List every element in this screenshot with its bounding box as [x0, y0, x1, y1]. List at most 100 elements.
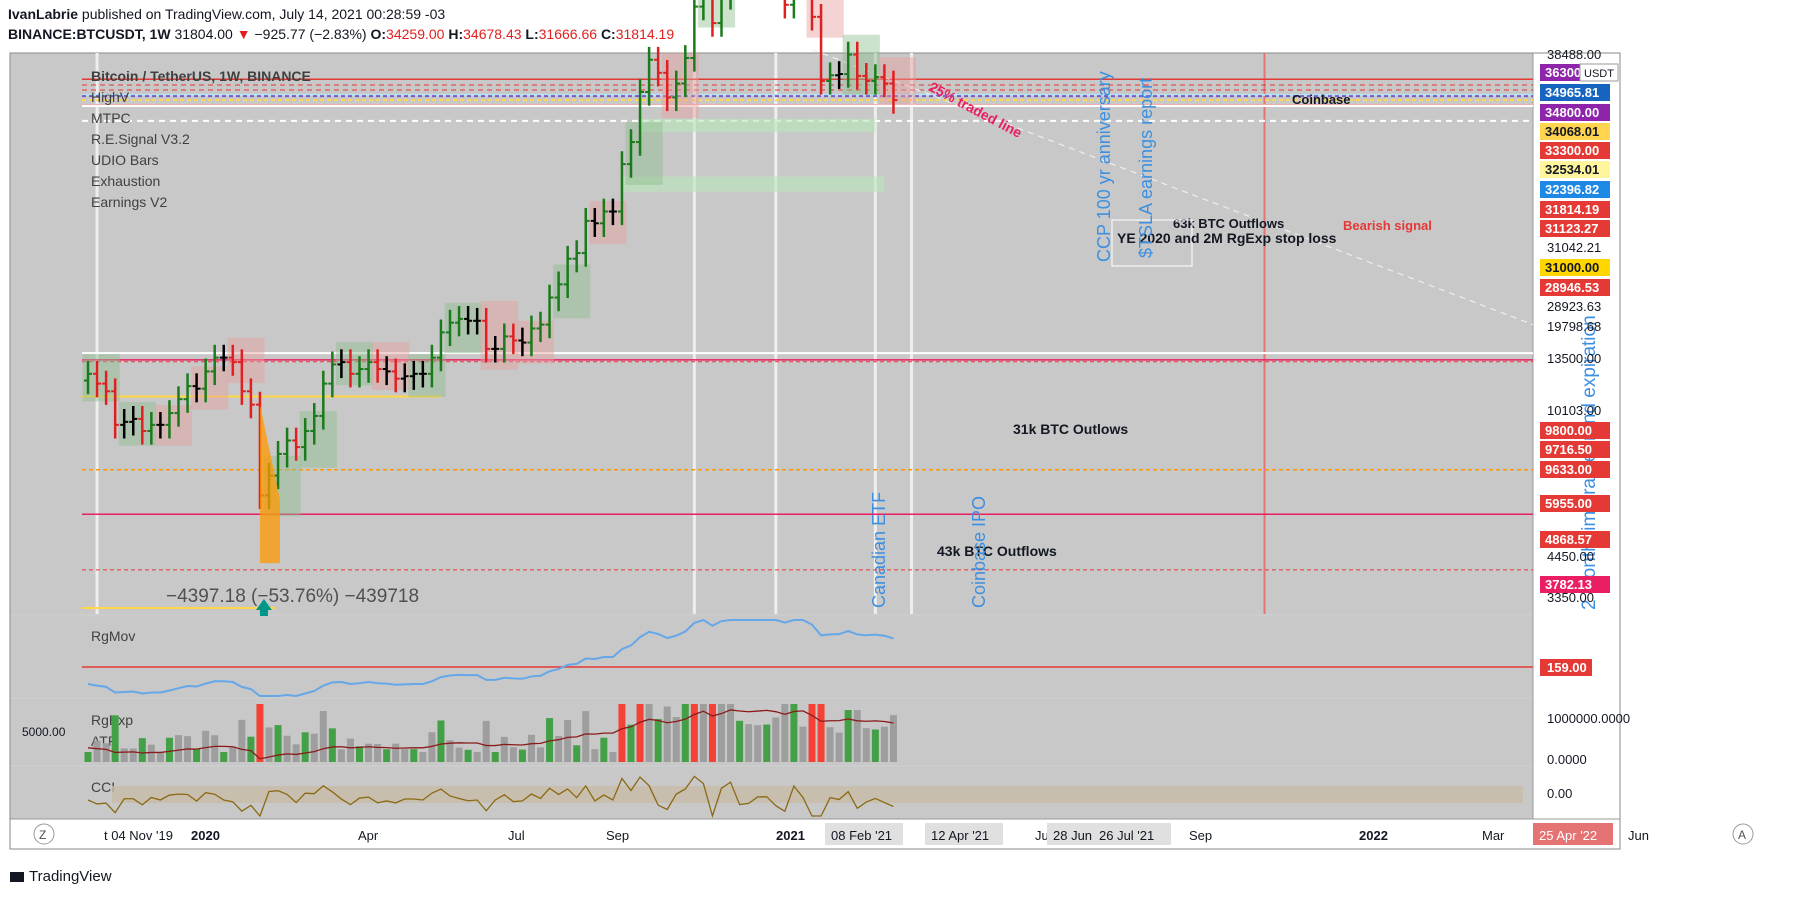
rgexp-bar [509, 747, 517, 762]
rgexp-bar [365, 743, 373, 762]
marker-up-arrow-icon [255, 599, 272, 610]
rgexp-axis-label: 0.0000 [1547, 752, 1587, 767]
close-value: 31814.19 [615, 26, 675, 42]
price-tag-label: 36300 [1545, 65, 1581, 80]
price-tag-label: 3782.13 [1545, 577, 1592, 592]
rgmov-level-tag [1540, 659, 1592, 676]
price-tag [1540, 531, 1610, 548]
low-label: L: [525, 26, 539, 42]
rgmov-pane-bg [10, 616, 1533, 697]
price-axis-label: 28923.63 [1547, 299, 1601, 314]
rgexp-bar [763, 724, 771, 762]
price-tag-label: 34800.00 [1545, 105, 1599, 120]
rgexp-bar [591, 749, 599, 762]
rgexp-bar [699, 704, 707, 762]
price-tag-label: 31814.19 [1545, 202, 1599, 217]
annotation-ccp-anniversary: CCP 100 yr anniversary [1094, 71, 1114, 262]
price-tag [1540, 123, 1610, 140]
price-pane-bg [10, 53, 1533, 614]
rgexp-bar [256, 704, 264, 762]
price-tag-label: 9800.00 [1545, 423, 1592, 438]
rgexp-bar [645, 704, 653, 762]
rgexp-bar [491, 752, 499, 762]
rgexp-bar [690, 704, 698, 762]
rgexp-bar [808, 704, 816, 762]
annotation-coinbase-ipo: Coinbase IPO [969, 496, 989, 608]
annotation-box [1111, 219, 1193, 267]
low-value: 31666.66 [538, 26, 598, 42]
time-axis-label: 2020 [191, 828, 220, 843]
price-tag [1540, 461, 1610, 478]
rgexp-bar [374, 743, 382, 762]
publish-line: IvanLabrie published on TradingView.com,… [8, 6, 445, 22]
rgexp-bar [518, 749, 526, 762]
legend-indicator: MTPC [91, 110, 131, 126]
price-tag [1540, 576, 1610, 593]
author-name: IvanLabrie [8, 6, 79, 22]
rgexp-bar [84, 752, 92, 762]
price-tag [1540, 279, 1610, 296]
rgexp-bar [175, 735, 182, 762]
rgexp-bar [310, 733, 318, 762]
annotation-tsla-earnings: $TSLA earnings report [1136, 78, 1156, 258]
rgexp-bar [319, 710, 327, 762]
price-axis-label: 38488.00 [1547, 47, 1601, 62]
rgexp-bar [346, 738, 354, 762]
rgexp-bar [708, 704, 716, 762]
time-axis-highlight [1533, 823, 1613, 845]
rgmov-line [87, 618, 894, 698]
rgexp-bar [238, 719, 246, 762]
footer-brand: TradingView [10, 868, 112, 885]
time-axis-highlight [1093, 823, 1171, 845]
price-tag [1540, 181, 1610, 198]
rgexp-bar [446, 740, 454, 762]
price-tag-label: 32534.01 [1545, 162, 1599, 177]
support-zone [621, 176, 885, 192]
drawdown-wedge [259, 404, 280, 564]
price-tag-label: 31123.27 [1545, 221, 1599, 236]
rgexp-bar [663, 706, 671, 762]
rgexp-bar [193, 749, 201, 762]
rgexp-bar [455, 747, 463, 762]
open-label: O: [370, 26, 387, 42]
rgexp-left-label: 5000.00 [22, 725, 66, 739]
rgexp-bar [826, 727, 834, 762]
rgexp-bar [292, 744, 300, 762]
rgexp-bar [654, 719, 662, 762]
legend-title: Bitcoin / TetherUS, 1W, BINANCE [91, 68, 311, 84]
rgexp-bar [247, 736, 255, 762]
cci-axis-label: 0.00 [1547, 786, 1572, 801]
rgexp-pane-bg [10, 699, 1533, 765]
legend-indicator: UDIO Bars [91, 152, 159, 168]
annotation-31k-outflows: 31k BTC Outlows [1013, 421, 1128, 437]
price-tag [1540, 142, 1610, 159]
time-axis-highlight [825, 823, 903, 845]
time-axis-label: t 04 Nov '19 [104, 828, 173, 843]
rgexp-bar [889, 715, 897, 762]
time-axis-label: 2022 [1359, 828, 1388, 843]
price-tag-label: 34068.01 [1545, 124, 1599, 139]
rgexp-bar [120, 748, 128, 762]
high-value: 34678.43 [463, 26, 522, 42]
atr-line [87, 709, 894, 760]
rgexp-bar [356, 746, 363, 762]
time-axis-label: Jul [508, 828, 525, 843]
price-tag [1540, 495, 1610, 512]
rgexp-bar [383, 749, 391, 762]
price-tag-label: 9716.50 [1545, 442, 1592, 457]
time-axis-label: 25 Apr '22 [1539, 828, 1597, 843]
price-tag-label: 31000.00 [1545, 260, 1599, 275]
rgexp-axis-label: 1000000.0000 [1547, 711, 1630, 726]
open-value: 34259.00 [386, 26, 445, 42]
price-tag [1540, 201, 1610, 218]
rgexp-bar [871, 729, 879, 762]
price-tag [1540, 104, 1610, 121]
rgexp-bar [817, 704, 825, 762]
rgexp-bar [727, 704, 735, 762]
rgexp-bar [573, 745, 581, 762]
rgexp-bar [672, 717, 680, 762]
rgexp-bar [283, 735, 291, 762]
legend-indicator: Earnings V2 [91, 194, 167, 210]
rgexp-bar [102, 743, 110, 762]
